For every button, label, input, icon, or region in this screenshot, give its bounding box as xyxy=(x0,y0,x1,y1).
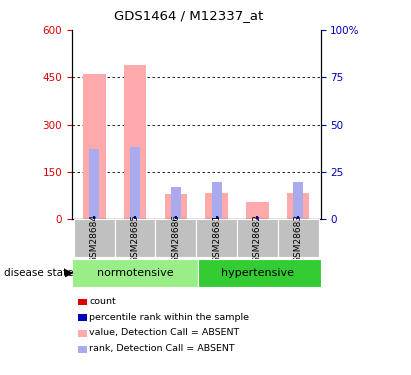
Bar xyxy=(278,219,319,257)
Bar xyxy=(175,216,177,219)
Text: disease state: disease state xyxy=(4,268,74,278)
Text: GSM28683: GSM28683 xyxy=(294,214,302,262)
Bar xyxy=(115,219,155,257)
Text: rank, Detection Call = ABSENT: rank, Detection Call = ABSENT xyxy=(89,344,235,353)
Text: GSM28685: GSM28685 xyxy=(131,214,140,262)
Bar xyxy=(246,202,269,219)
Bar xyxy=(256,216,259,219)
Bar xyxy=(72,259,198,287)
Bar xyxy=(237,219,278,257)
Text: percentile rank within the sample: percentile rank within the sample xyxy=(89,313,249,322)
Bar xyxy=(198,259,321,287)
Text: GSM28681: GSM28681 xyxy=(212,214,221,262)
Text: GDS1464 / M12337_at: GDS1464 / M12337_at xyxy=(114,9,264,22)
Bar xyxy=(165,194,187,219)
Text: hypertensive: hypertensive xyxy=(221,268,294,278)
Bar xyxy=(134,216,136,219)
Text: GSM28684: GSM28684 xyxy=(90,214,99,262)
Bar xyxy=(216,216,217,219)
Text: count: count xyxy=(89,297,116,306)
Bar xyxy=(83,74,106,219)
Bar xyxy=(293,182,303,219)
Text: GSM28686: GSM28686 xyxy=(171,214,180,262)
Bar xyxy=(130,147,140,219)
Bar xyxy=(93,216,95,219)
Bar xyxy=(89,149,99,219)
Text: value, Detection Call = ABSENT: value, Detection Call = ABSENT xyxy=(89,328,240,338)
Bar xyxy=(171,187,181,219)
Text: GSM28682: GSM28682 xyxy=(253,214,262,262)
Bar xyxy=(212,182,222,219)
Text: normotensive: normotensive xyxy=(97,268,173,278)
Bar xyxy=(196,219,237,257)
Bar xyxy=(287,192,309,219)
Text: ▶: ▶ xyxy=(65,268,74,278)
Bar xyxy=(155,219,196,257)
Bar xyxy=(206,192,228,219)
Bar xyxy=(124,65,146,219)
Bar xyxy=(297,216,299,219)
Bar xyxy=(74,219,115,257)
